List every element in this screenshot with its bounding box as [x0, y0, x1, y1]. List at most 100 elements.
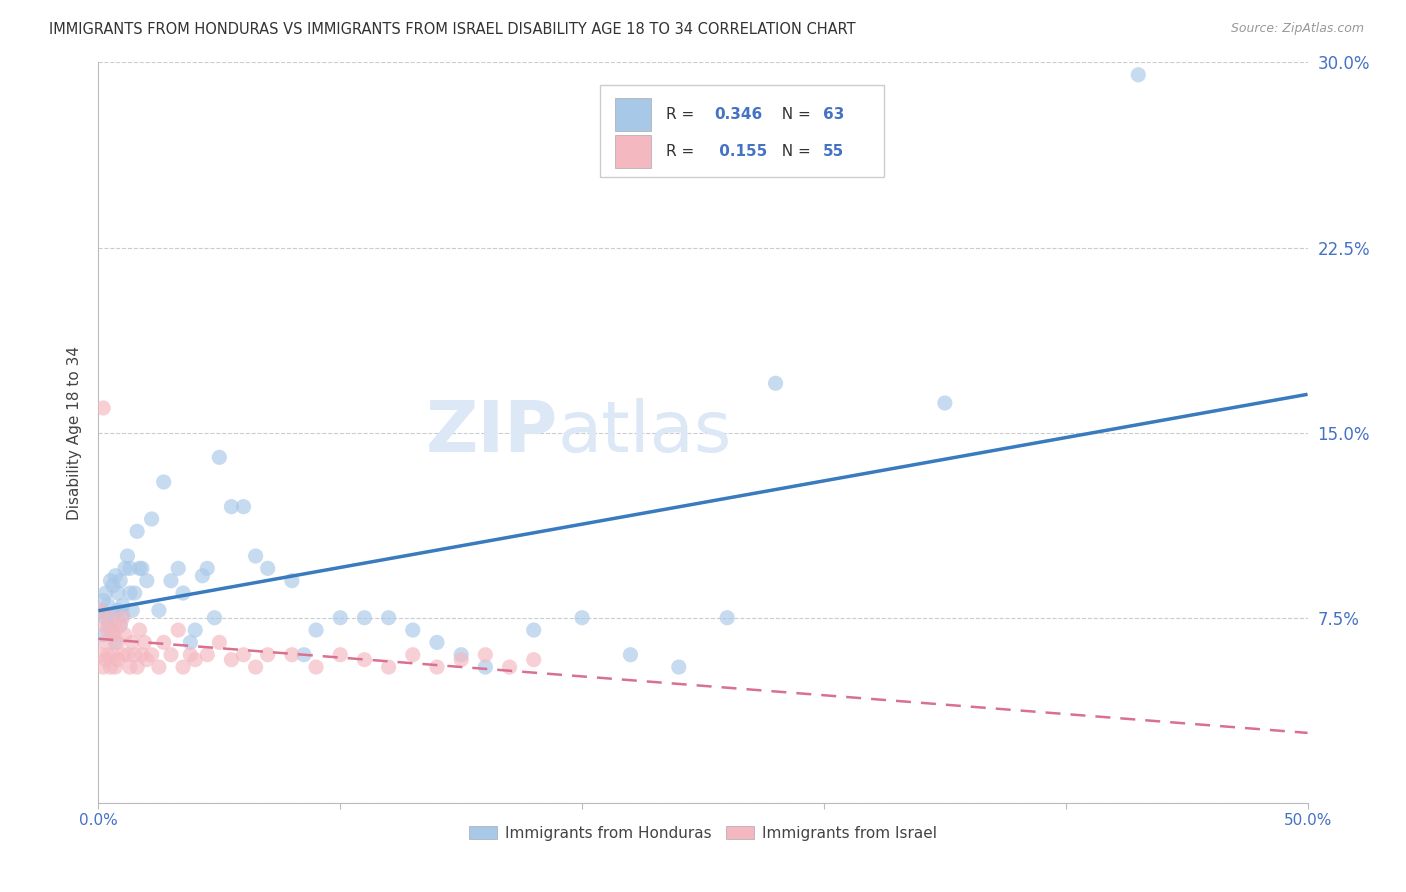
Point — [221, 500, 243, 514]
Point — [377, 610, 399, 624]
Point — [353, 653, 375, 667]
Point — [111, 599, 134, 613]
Point — [934, 396, 956, 410]
Point — [148, 603, 170, 617]
Point — [450, 653, 472, 667]
Point — [148, 660, 170, 674]
Point — [91, 618, 114, 632]
Point — [100, 574, 122, 588]
Point — [101, 628, 124, 642]
Text: IMMIGRANTS FROM HONDURAS VS IMMIGRANTS FROM ISRAEL DISABILITY AGE 18 TO 34 CORRE: IMMIGRANTS FROM HONDURAS VS IMMIGRANTS F… — [49, 22, 856, 37]
Point — [179, 648, 201, 662]
Point — [100, 610, 122, 624]
Text: ZIP: ZIP — [426, 398, 558, 467]
Point — [108, 574, 131, 588]
Point — [619, 648, 641, 662]
Point — [160, 648, 183, 662]
Point — [91, 628, 114, 642]
Point — [101, 579, 124, 593]
Text: R =: R = — [665, 107, 699, 122]
Point — [107, 635, 129, 649]
Point — [94, 635, 117, 649]
Point — [127, 524, 149, 539]
Point — [256, 561, 278, 575]
FancyBboxPatch shape — [600, 85, 884, 178]
Point — [97, 599, 120, 613]
Point — [94, 653, 117, 667]
Point — [329, 648, 352, 662]
Point — [121, 603, 143, 617]
Point — [152, 475, 174, 489]
Point — [245, 660, 267, 674]
Point — [124, 648, 146, 662]
Point — [402, 648, 425, 662]
Text: N =: N = — [772, 144, 815, 159]
Point — [195, 561, 218, 575]
Point — [104, 660, 127, 674]
Point — [90, 603, 112, 617]
Point — [716, 610, 738, 624]
Point — [571, 610, 593, 624]
Text: Source: ZipAtlas.com: Source: ZipAtlas.com — [1230, 22, 1364, 36]
Point — [111, 610, 134, 624]
Point — [204, 610, 226, 624]
Point — [281, 574, 304, 588]
Point — [91, 593, 114, 607]
Point — [131, 648, 153, 662]
Point — [100, 660, 122, 674]
Point — [245, 549, 267, 563]
Point — [135, 653, 157, 667]
Point — [134, 635, 156, 649]
Point — [128, 623, 150, 637]
Point — [114, 561, 136, 575]
Point — [131, 561, 153, 575]
Point — [191, 568, 214, 582]
Point — [172, 660, 194, 674]
Point — [118, 660, 141, 674]
Point — [208, 450, 231, 465]
Point — [377, 660, 399, 674]
Point — [117, 648, 139, 662]
Point — [402, 623, 425, 637]
Point — [108, 618, 131, 632]
Point — [107, 603, 129, 617]
Point — [668, 660, 690, 674]
Point — [167, 623, 190, 637]
Point — [474, 660, 496, 674]
Point — [118, 561, 141, 575]
Text: 63: 63 — [823, 107, 844, 122]
Point — [221, 653, 243, 667]
Point — [208, 635, 231, 649]
Point — [124, 586, 146, 600]
Legend: Immigrants from Honduras, Immigrants from Israel: Immigrants from Honduras, Immigrants fro… — [464, 820, 942, 847]
Bar — [614, 135, 651, 168]
Point — [90, 603, 112, 617]
Text: 55: 55 — [823, 144, 844, 159]
Point — [184, 623, 207, 637]
Point — [97, 623, 120, 637]
Point — [474, 648, 496, 662]
Text: atlas: atlas — [558, 398, 733, 467]
Point — [256, 648, 278, 662]
Point — [426, 660, 449, 674]
Point — [100, 623, 122, 637]
Point — [97, 648, 120, 662]
Point — [90, 648, 112, 662]
Point — [141, 512, 163, 526]
Point — [104, 623, 127, 637]
Point — [118, 586, 141, 600]
Bar — [614, 97, 651, 131]
Point — [281, 648, 304, 662]
Point — [195, 648, 218, 662]
Point — [329, 610, 352, 624]
Point — [135, 574, 157, 588]
Point — [523, 623, 546, 637]
Text: R =: R = — [665, 144, 699, 159]
Text: 0.346: 0.346 — [714, 107, 762, 122]
Point — [111, 608, 134, 623]
Point — [107, 653, 129, 667]
Point — [305, 660, 328, 674]
Point — [167, 561, 190, 575]
Point — [97, 618, 120, 632]
Point — [91, 660, 114, 674]
